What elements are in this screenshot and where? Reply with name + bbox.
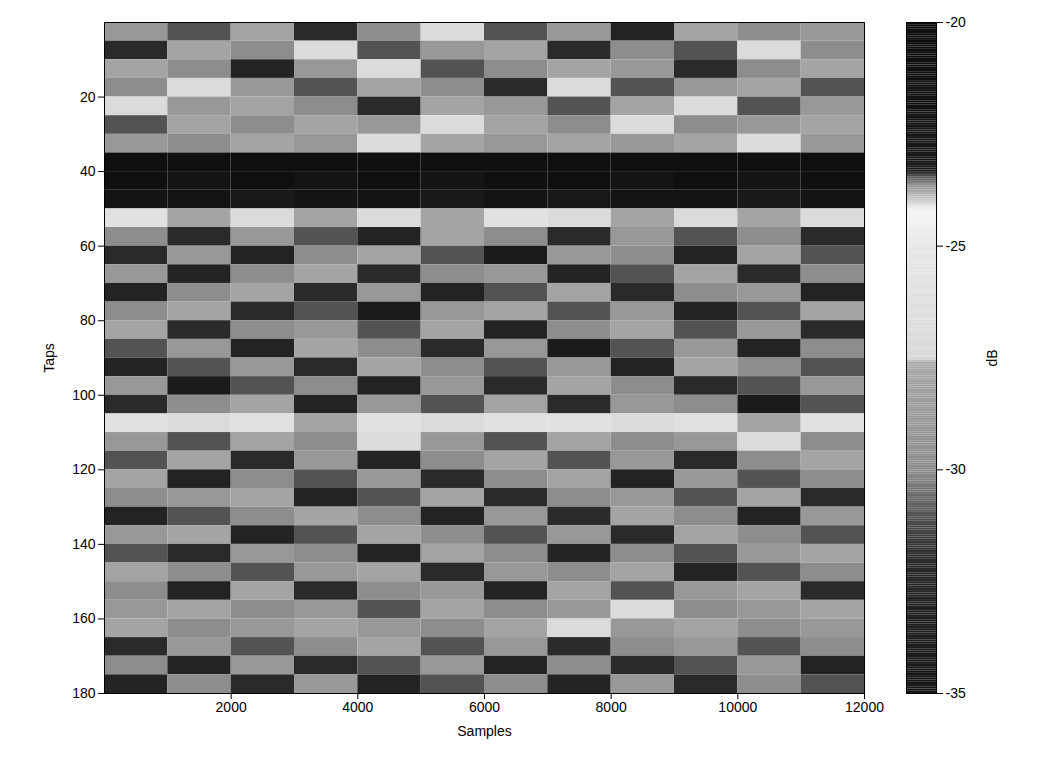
svg-text:10000: 10000 bbox=[718, 699, 757, 715]
svg-text:-35: -35 bbox=[946, 685, 966, 701]
svg-text:-25: -25 bbox=[946, 238, 966, 254]
svg-text:8000: 8000 bbox=[596, 699, 627, 715]
svg-text:-20: -20 bbox=[946, 14, 966, 30]
svg-text:40: 40 bbox=[80, 163, 96, 179]
svg-text:dB: dB bbox=[984, 349, 1000, 366]
svg-text:20: 20 bbox=[80, 89, 96, 105]
svg-text:160: 160 bbox=[72, 610, 96, 626]
svg-text:60: 60 bbox=[80, 238, 96, 254]
svg-text:6000: 6000 bbox=[469, 699, 500, 715]
svg-text:120: 120 bbox=[72, 461, 96, 477]
svg-text:-30: -30 bbox=[946, 461, 966, 477]
svg-text:Samples: Samples bbox=[457, 723, 511, 739]
svg-text:80: 80 bbox=[80, 312, 96, 328]
svg-text:180: 180 bbox=[72, 685, 96, 701]
svg-text:100: 100 bbox=[72, 387, 96, 403]
svg-text:140: 140 bbox=[72, 536, 96, 552]
svg-text:Taps: Taps bbox=[41, 343, 57, 373]
svg-text:4000: 4000 bbox=[342, 699, 373, 715]
svg-text:12000: 12000 bbox=[845, 699, 884, 715]
svg-text:2000: 2000 bbox=[216, 699, 247, 715]
